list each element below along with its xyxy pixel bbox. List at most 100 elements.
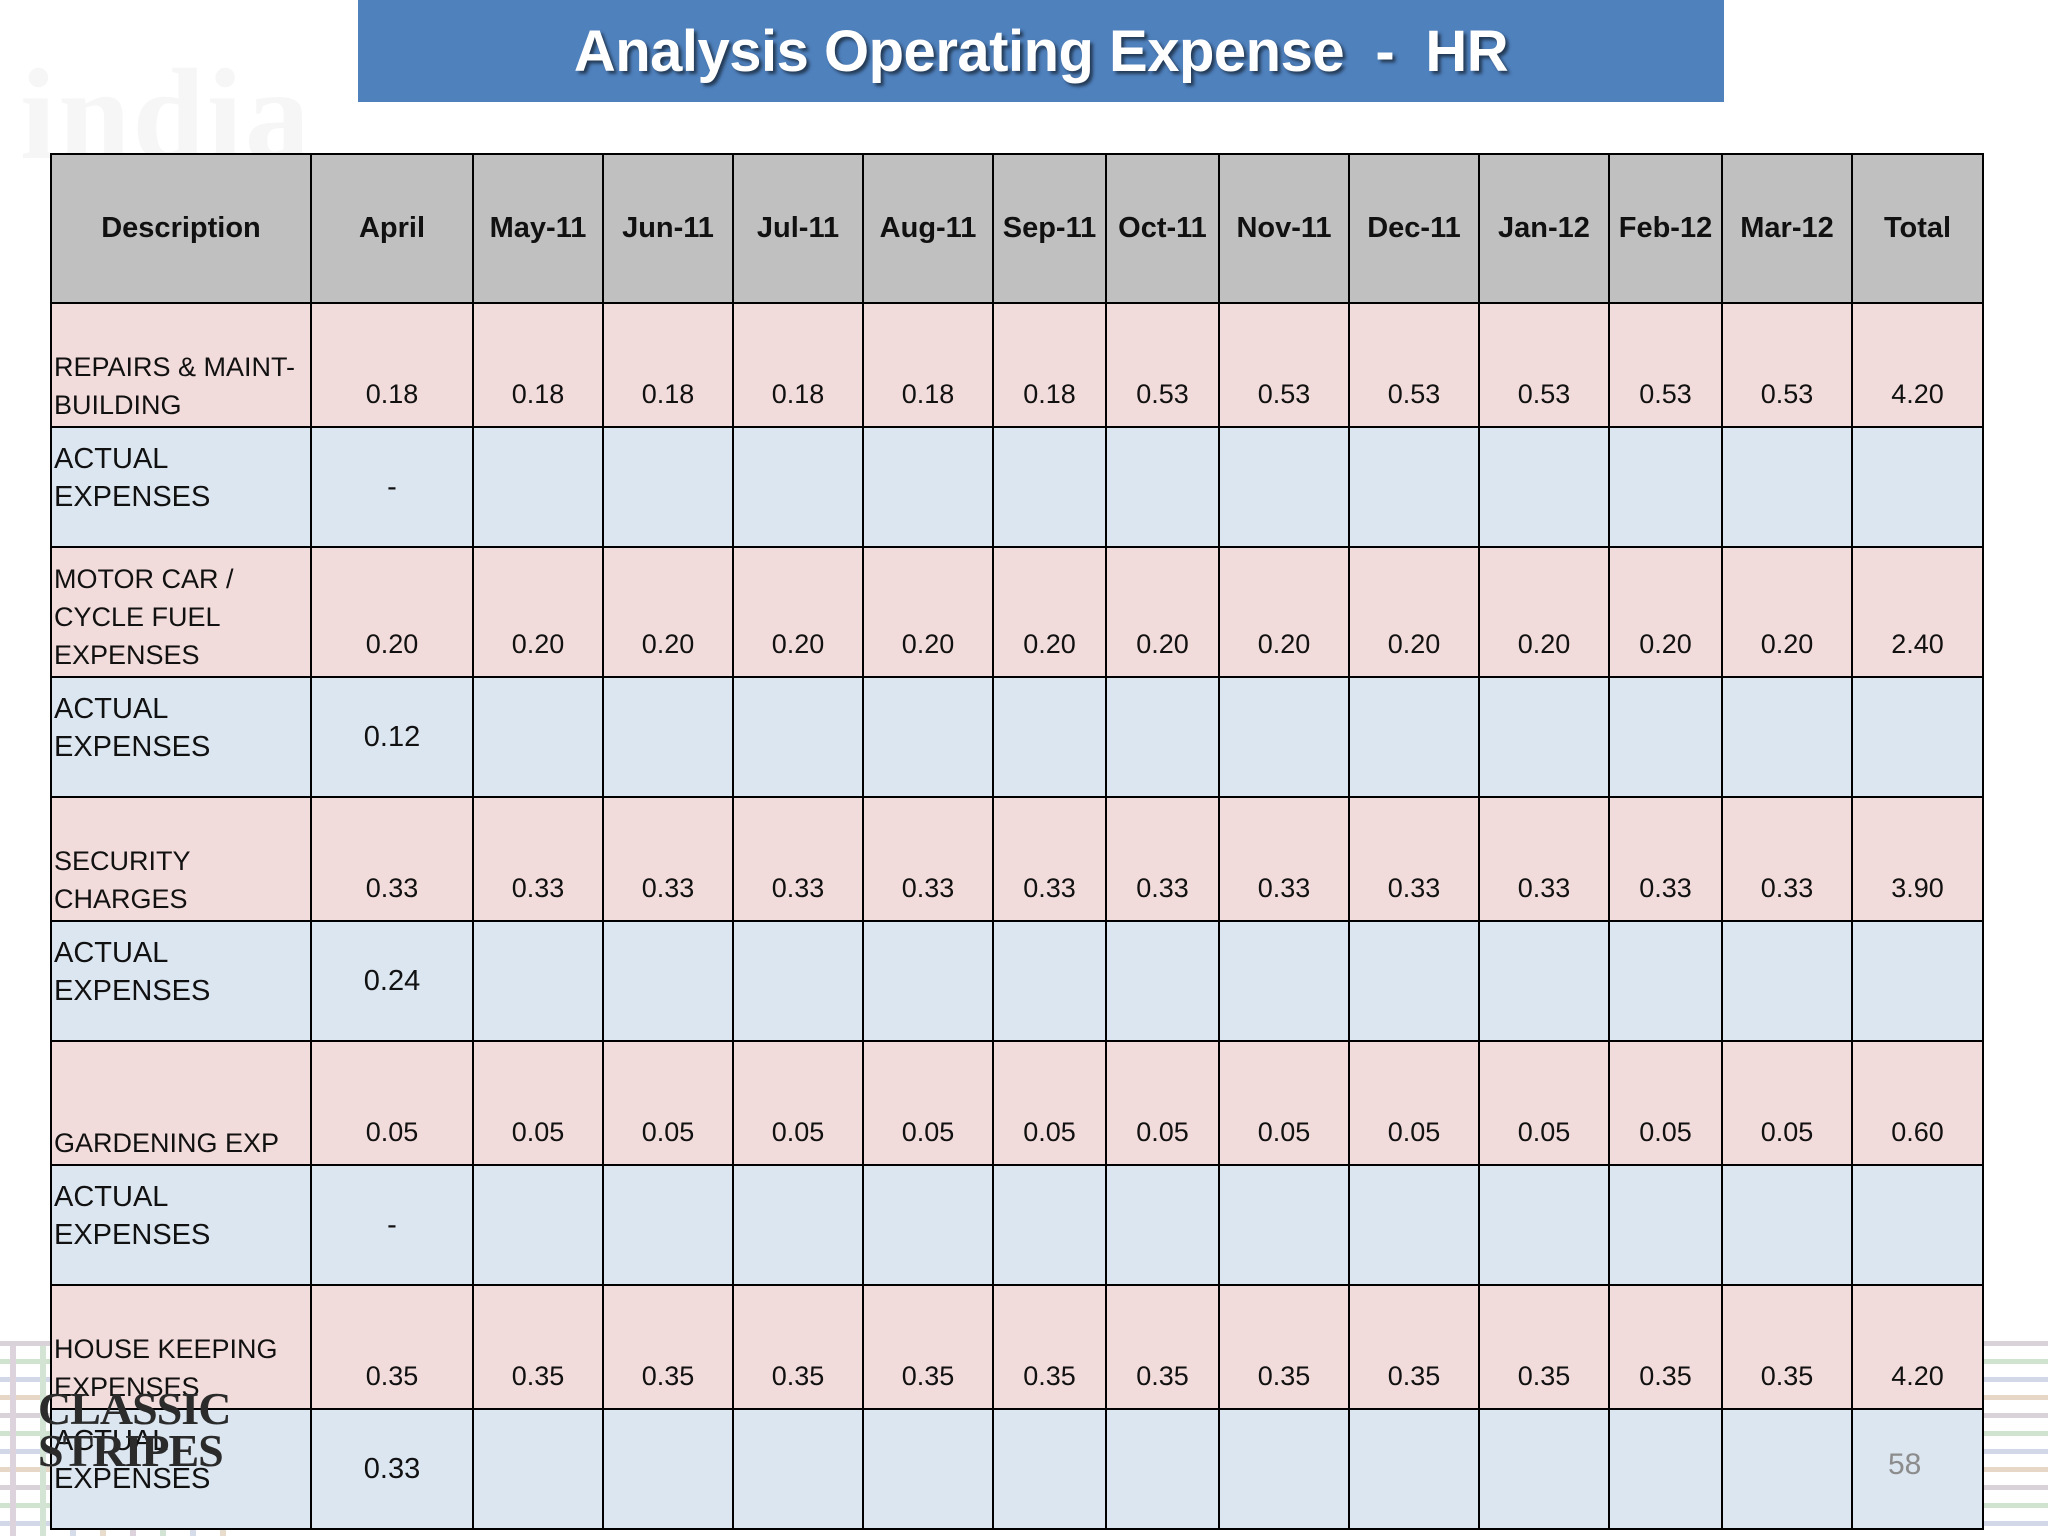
table-cell: 0.33 — [862, 796, 994, 922]
table-cell — [1348, 920, 1480, 1042]
table-cell — [1721, 1408, 1853, 1530]
table-cell — [472, 920, 604, 1042]
table-cell — [1218, 676, 1350, 798]
column-header-12: Mar-12 — [1721, 153, 1853, 304]
table-cell — [602, 1164, 734, 1286]
table-cell: 0.53 — [1218, 302, 1350, 428]
table-cell — [732, 1408, 864, 1530]
table-cell — [472, 676, 604, 798]
table-cell — [1218, 1408, 1350, 1530]
table-cell: 0.53 — [1608, 302, 1723, 428]
row-description: ACTUAL EXPENSES — [50, 676, 312, 798]
table-cell: 0.33 — [1608, 796, 1723, 922]
table-cell — [1608, 920, 1723, 1042]
table-cell: - — [310, 1164, 474, 1286]
table-cell — [1721, 1164, 1853, 1286]
table-cell: 0.05 — [472, 1040, 604, 1166]
column-header-8: Nov-11 — [1218, 153, 1350, 304]
table-cell — [1721, 920, 1853, 1042]
row-description: GARDENING EXP — [50, 1040, 312, 1166]
table-cell — [862, 1164, 994, 1286]
table-cell: 2.40 — [1851, 546, 1984, 678]
table-cell — [1608, 426, 1723, 548]
budget-row: REPAIRS & MAINT- BUILDING 0.18 0.18 0.18 0.1… — [50, 302, 1984, 428]
table-cell — [732, 426, 864, 548]
table-cell: 0.05 — [1608, 1040, 1723, 1166]
row-description: SECURITY CHARGES — [50, 796, 312, 922]
table-cell: 0.20 — [1608, 546, 1723, 678]
row-description: ACTUAL EXPENSES — [50, 920, 312, 1042]
page-title: Analysis Operating Expense - HR — [573, 18, 1509, 84]
table-cell — [1348, 1408, 1480, 1530]
table-cell: 0.05 — [862, 1040, 994, 1166]
table-cell — [862, 920, 994, 1042]
table-cell — [732, 920, 864, 1042]
expense-table: Description April May-11 Jun-11 Jul-11 Aug-11… — [50, 153, 1984, 1530]
table-cell — [1105, 426, 1220, 548]
row-description: HOUSE KEEPING EXPENSES — [50, 1284, 312, 1410]
table-cell — [1721, 426, 1853, 548]
table-cell: 0.20 — [862, 546, 994, 678]
column-header-13: Total — [1851, 153, 1984, 304]
actual-expenses-row: ACTUAL EXPENSES - — [50, 1164, 1984, 1286]
actual-expenses-row: ACTUAL EXPENSES - — [50, 426, 1984, 548]
table-cell — [1105, 920, 1220, 1042]
table-cell: 0.18 — [732, 302, 864, 428]
table-cell: 0.33 — [602, 796, 734, 922]
table-cell — [1608, 1408, 1723, 1530]
table-cell: 0.33 — [732, 796, 864, 922]
table-cell: 0.35 — [1721, 1284, 1853, 1410]
row-description: ACTUAL EXPENSES — [50, 1164, 312, 1286]
budget-row: SECURITY CHARGES 0.33 0.33 0.33 0.33 0.33 0.33… — [50, 796, 1984, 922]
table-cell: 0.35 — [602, 1284, 734, 1410]
table-cell: 0.53 — [1478, 302, 1610, 428]
budget-row: GARDENING EXP 0.05 0.05 0.05 0.05 0.05 0.05 0.0… — [50, 1040, 1984, 1166]
table-cell: 0.20 — [1478, 546, 1610, 678]
table-cell — [1478, 1164, 1610, 1286]
table-cell — [1478, 426, 1610, 548]
table-cell: 0.53 — [1721, 302, 1853, 428]
table-cell: 0.33 — [472, 796, 604, 922]
table-cell — [992, 676, 1107, 798]
table-cell: 0.20 — [310, 546, 474, 678]
table-cell: 0.20 — [1218, 546, 1350, 678]
row-description: MOTOR CAR / CYCLE FUEL EXPENSES — [50, 546, 312, 678]
table-cell: 0.20 — [1348, 546, 1480, 678]
table-cell: 0.35 — [1348, 1284, 1480, 1410]
table-cell — [992, 920, 1107, 1042]
table-cell — [602, 1408, 734, 1530]
table-cell — [992, 426, 1107, 548]
page-number: 58 — [1888, 1448, 1922, 1481]
table-cell: 0.24 — [310, 920, 474, 1042]
table-cell: 0.18 — [602, 302, 734, 428]
actual-expenses-row: ACTUAL EXPENSES 0.33 — [50, 1408, 1984, 1530]
classic-stripes-logo: CLASSIC STRIPES — [38, 1383, 231, 1474]
logo-line-1: CLASSIC — [38, 1383, 231, 1434]
table-cell: - — [310, 426, 474, 548]
table-cell: 0.33 — [1478, 796, 1610, 922]
actual-expenses-row: ACTUAL EXPENSES 0.12 — [50, 676, 1984, 798]
table-cell — [732, 676, 864, 798]
row-description: ACTUAL EXPENSES — [50, 1408, 312, 1530]
column-header-1: April — [310, 153, 474, 304]
table-cell: 0.53 — [1348, 302, 1480, 428]
table-cell — [1105, 676, 1220, 798]
table-cell — [1608, 1164, 1723, 1286]
table-cell — [732, 1164, 864, 1286]
table-cell — [1851, 676, 1984, 798]
table-cell: 0.53 — [1105, 302, 1220, 428]
table-cell — [472, 1164, 604, 1286]
column-header-11: Feb-12 — [1608, 153, 1723, 304]
column-header-6: Sep-11 — [992, 153, 1107, 304]
table-cell: 0.33 — [992, 796, 1107, 922]
table-cell — [1105, 1408, 1220, 1530]
table-cell: 0.33 — [1218, 796, 1350, 922]
table-cell — [1105, 1164, 1220, 1286]
table-cell — [1478, 920, 1610, 1042]
table-cell: 4.20 — [1851, 1284, 1984, 1410]
table-cell — [1218, 426, 1350, 548]
table-cell — [1348, 1164, 1480, 1286]
budget-row: HOUSE KEEPING EXPENSES 0.35 0.35 0.35 0.35 0.… — [50, 1284, 1984, 1410]
table-cell — [1218, 1164, 1350, 1286]
table-cell: 0.18 — [862, 302, 994, 428]
